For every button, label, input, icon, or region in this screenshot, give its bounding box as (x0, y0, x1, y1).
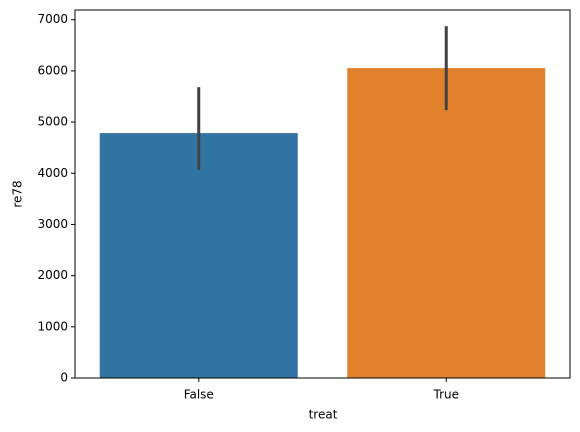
y-tick-label: 3000 (37, 217, 68, 231)
y-tick-label: 4000 (37, 166, 68, 180)
x-tick-label: False (184, 388, 214, 402)
y-tick-label: 7000 (37, 12, 68, 26)
y-tick-label: 1000 (37, 319, 68, 333)
y-tick-label: 6000 (37, 63, 68, 77)
y-axis-label: re78 (11, 180, 25, 207)
y-tick-label: 5000 (37, 115, 68, 129)
x-axis-label: treat (309, 408, 338, 422)
y-tick-label: 0 (60, 371, 68, 385)
x-tick-label: True (433, 388, 460, 402)
bar (347, 68, 546, 378)
bar (99, 133, 298, 378)
plot-frame (74, 9, 571, 379)
y-tick-label: 2000 (37, 268, 68, 282)
